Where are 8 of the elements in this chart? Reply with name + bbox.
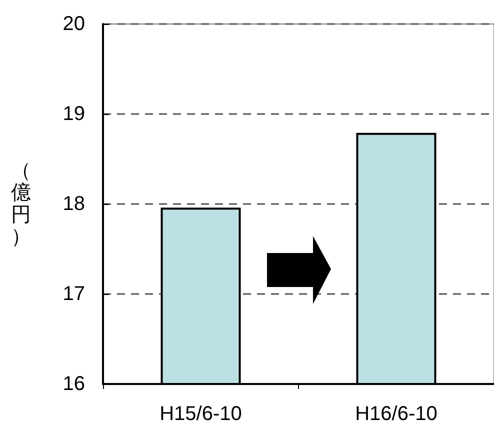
x-tick-label: H16/6-10 [355,403,438,425]
y-tick-label: 16 [62,373,85,395]
y-tick-label: 17 [62,283,85,305]
y-tick-label: 19 [62,103,85,125]
y-tick-label: 18 [62,193,85,215]
y-axis-title: （億円） [11,160,31,248]
x-tick-label: H15/6-10 [160,403,242,425]
y-tick-label: 20 [62,13,85,35]
